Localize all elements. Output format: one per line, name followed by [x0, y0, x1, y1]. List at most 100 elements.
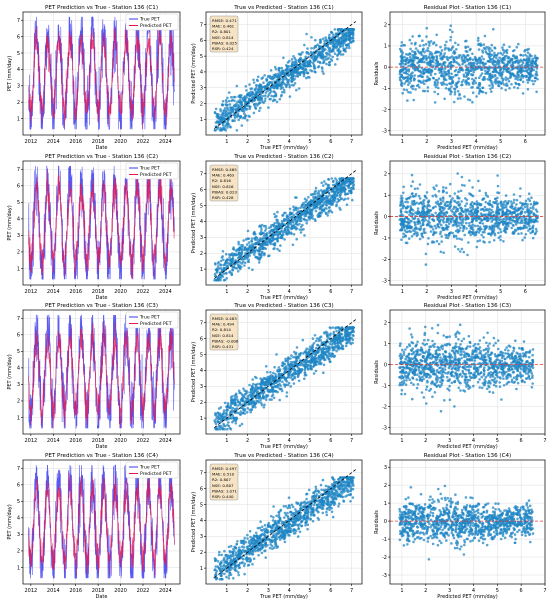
- scatter-point: [291, 69, 295, 73]
- residual-point: [480, 233, 484, 237]
- scatter-point: [343, 49, 347, 52]
- residual-point: [509, 216, 512, 220]
- scatter-point: [310, 200, 313, 204]
- residual-point: [453, 192, 457, 195]
- residual-point: [494, 218, 498, 221]
- scatter-point: [292, 214, 296, 217]
- scatter-point: [285, 77, 288, 81]
- x-tick-label: 7: [350, 289, 353, 295]
- x-axis-label: Predicted PET (mm/day): [437, 295, 497, 301]
- residual-point: [460, 175, 464, 179]
- panel-title: Residual Plot - Station 136 (C1): [424, 5, 511, 11]
- scatter-point: [324, 36, 327, 39]
- residual-point: [414, 214, 417, 218]
- residual-point: [492, 229, 496, 232]
- scatter-point: [339, 44, 343, 48]
- residual-point: [412, 217, 416, 220]
- residual-point: [476, 239, 480, 243]
- scatter-point: [233, 116, 237, 120]
- residual-point: [408, 52, 412, 56]
- residual-point: [471, 194, 475, 198]
- residual-point: [444, 186, 448, 190]
- residual-point: [516, 78, 520, 81]
- residual-point: [455, 73, 459, 77]
- scatter-point: [335, 41, 339, 45]
- residual-point: [488, 199, 492, 203]
- residual-point: [526, 81, 530, 84]
- x-tick-label: 6: [329, 139, 332, 145]
- residual-point: [404, 200, 407, 204]
- residual-point: [451, 30, 454, 34]
- scatter-point: [296, 223, 299, 227]
- residual-point: [504, 228, 507, 232]
- residual-point: [492, 27, 495, 31]
- residual-point: [437, 213, 440, 217]
- residual-point: [441, 189, 445, 192]
- residual-point: [474, 81, 478, 85]
- scatter-point: [292, 209, 296, 212]
- y-tick-label: 1: [384, 193, 387, 199]
- residual-point: [470, 201, 474, 204]
- scatter-point: [264, 227, 268, 230]
- residual-point: [458, 93, 461, 97]
- residual-point: [466, 98, 470, 101]
- residual-point: [435, 33, 439, 37]
- residual-point: [490, 227, 493, 230]
- residual-point: [467, 224, 471, 228]
- residual-point: [413, 187, 417, 191]
- residual-point: [516, 86, 520, 90]
- residual-point: [455, 85, 459, 88]
- scatter-point: [223, 117, 227, 121]
- scatter-point: [257, 252, 261, 256]
- residual-point: [510, 221, 513, 225]
- residual-point: [467, 241, 470, 244]
- scatter-point: [289, 76, 293, 80]
- scatter-point: [227, 99, 231, 103]
- residual-point: [406, 78, 410, 81]
- scatter-point: [298, 72, 302, 76]
- residual-point: [470, 227, 474, 230]
- metrics-text: R2: 0.816: [212, 178, 231, 183]
- residual-point: [401, 68, 405, 71]
- x-axis-label: True PET (mm/day): [259, 295, 308, 301]
- scatter-point: [224, 129, 227, 132]
- scatter-point: [228, 253, 231, 256]
- scatter-point: [350, 28, 354, 31]
- scatter-point: [255, 90, 259, 94]
- residual-point: [526, 209, 529, 212]
- scatter-point: [311, 61, 315, 65]
- residual-point: [496, 174, 499, 177]
- scatter-point: [282, 88, 286, 92]
- residual-point: [483, 75, 486, 79]
- scatter-point: [226, 427, 229, 431]
- scatter-point: [219, 259, 223, 263]
- residual-point: [436, 223, 440, 227]
- scatter-point: [323, 180, 326, 183]
- scatter-point: [242, 239, 245, 242]
- y-tick-label: 2: [384, 172, 387, 178]
- scatter-point: [259, 232, 263, 236]
- scatter-point: [328, 47, 331, 51]
- residual-point: [422, 57, 425, 61]
- residual-point: [492, 239, 496, 242]
- y-tick-label: 7: [17, 316, 20, 322]
- residual-point: [477, 48, 481, 51]
- scatter-point: [254, 93, 258, 96]
- residual-point: [457, 80, 461, 83]
- residual-point: [493, 51, 496, 55]
- residual-point: [534, 227, 538, 231]
- residual-point: [408, 229, 411, 233]
- scatter-point: [305, 32, 308, 36]
- residual-point: [460, 247, 464, 251]
- scatter-point: [245, 243, 249, 246]
- residual-point: [409, 76, 412, 80]
- residual-point: [507, 199, 510, 203]
- residual-point: [496, 191, 499, 194]
- y-tick-label: 5: [200, 203, 203, 209]
- residual-point: [476, 224, 480, 228]
- residual-point: [411, 195, 415, 198]
- residual-point: [426, 75, 429, 78]
- residual-point: [424, 218, 427, 222]
- residual-point: [485, 52, 489, 55]
- scatter-point: [261, 100, 264, 104]
